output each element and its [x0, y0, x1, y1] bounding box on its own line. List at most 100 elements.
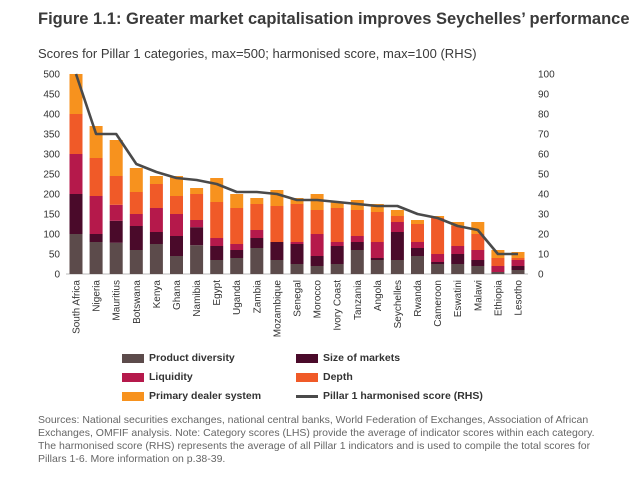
bar-size-of-markets — [89, 234, 103, 242]
bar-size-of-markets — [210, 246, 224, 260]
y-left-tick-label: 300 — [43, 150, 60, 161]
bar-primary-dealer-system — [471, 222, 485, 234]
bar-depth — [69, 114, 83, 154]
y-right-tick-label: 40 — [538, 190, 550, 201]
y-right-tick-label: 50 — [538, 170, 550, 181]
bar-size-of-markets — [250, 238, 264, 248]
bar-liquidity — [129, 214, 143, 226]
y-right-tick-label: 0 — [538, 270, 544, 281]
legend-label: Pillar 1 harmonised score (RHS) — [323, 390, 483, 402]
bar-product-diversity — [210, 260, 224, 274]
bar-depth — [149, 184, 163, 208]
bar-liquidity — [109, 204, 123, 221]
legend-item-pillar-1-harmonised-score-rhs: Pillar 1 harmonised score (RHS) — [296, 390, 483, 402]
bar-depth — [431, 218, 445, 254]
x-tick-label: Ghana — [172, 280, 183, 310]
bar-primary-dealer-system — [310, 194, 324, 210]
x-tick-label: Ivory Coast — [333, 280, 344, 331]
legend-item-product-diversity: Product diversity — [122, 352, 235, 364]
x-tick-label: Morocco — [313, 280, 324, 319]
bar-liquidity — [431, 254, 445, 262]
bar-depth — [330, 208, 344, 242]
bar-depth — [210, 202, 224, 238]
bar-primary-dealer-system — [250, 198, 264, 204]
bar-depth — [170, 196, 183, 214]
bar-liquidity — [330, 242, 344, 246]
bar-liquidity — [411, 242, 424, 248]
bar-product-diversity — [310, 266, 324, 274]
bar-product-diversity — [109, 242, 123, 274]
x-tick-label: Kenya — [152, 280, 163, 309]
x-tick-label: Angola — [373, 280, 384, 312]
bar-size-of-markets — [170, 236, 183, 256]
bar-depth — [390, 216, 404, 222]
y-left-tick-label: 0 — [54, 270, 60, 281]
bar-depth — [89, 158, 103, 196]
legend-label: Liquidity — [149, 371, 193, 383]
bar-product-diversity — [330, 264, 344, 274]
chart: 0 50 100 150 200 250 300 350 400 450 500 0 10 20 30 40 5… — [43, 70, 555, 338]
bar-depth — [370, 212, 384, 242]
y-left-tick-label: 250 — [43, 170, 60, 181]
line-pillar-1-harmonised-score-rhs — [74, 73, 518, 256]
bar-product-diversity — [69, 234, 83, 274]
bar-liquidity — [451, 246, 465, 254]
legend-swatch — [296, 372, 318, 382]
x-tick-label: Namibia — [192, 280, 203, 317]
bar-size-of-markets — [431, 262, 445, 264]
bar-size-of-markets — [370, 258, 384, 260]
bar-depth — [109, 176, 123, 205]
legend-swatch — [296, 353, 318, 363]
x-tick-label: Eswatini — [453, 280, 464, 317]
legend-label: Size of markets — [323, 352, 401, 364]
bar-product-diversity — [471, 266, 485, 274]
figure-title: Figure 1.1: Greater market capitalisatio… — [38, 10, 630, 28]
bar-size-of-markets — [310, 256, 324, 266]
bar-size-of-markets — [190, 227, 204, 246]
bar-primary-dealer-system — [170, 176, 183, 196]
bar-product-diversity — [390, 260, 404, 274]
bar-liquidity — [370, 242, 384, 258]
bar-liquidity — [350, 236, 364, 242]
bar-depth — [511, 258, 525, 260]
legend-item-primary-dealer-system: Primary dealer system — [122, 390, 261, 402]
bar-size-of-markets — [290, 244, 304, 264]
x-tick-label: Botswana — [132, 280, 143, 324]
x-tick-label: Mozambique — [272, 280, 283, 338]
y-left-tick-label: 200 — [43, 190, 60, 201]
bar-product-diversity — [170, 256, 183, 274]
bar-product-diversity — [89, 242, 103, 274]
legend-swatch — [122, 353, 144, 363]
legend-swatch — [296, 394, 318, 398]
bar-primary-dealer-system — [69, 74, 83, 114]
legend-swatch — [122, 391, 144, 401]
y-left-tick-label: 50 — [49, 250, 61, 261]
bar-primary-dealer-system — [149, 176, 163, 184]
y-right-tick-label: 80 — [538, 110, 550, 121]
bar-product-diversity — [350, 250, 364, 274]
bar-product-diversity — [431, 264, 445, 274]
bar-liquidity — [310, 234, 324, 256]
bar-liquidity — [471, 250, 485, 260]
bar-size-of-markets — [270, 242, 284, 260]
bar-depth — [190, 194, 204, 220]
bar-size-of-markets — [330, 246, 344, 264]
bar-product-diversity — [491, 272, 505, 274]
source-note: Sources: National securities exchanges, … — [38, 414, 595, 465]
bar-liquidity — [69, 154, 83, 194]
legend-item-liquidity: Liquidity — [122, 371, 193, 383]
bar-size-of-markets — [451, 254, 465, 264]
bar-depth — [310, 210, 324, 234]
x-tick-label: Rwanda — [413, 280, 424, 317]
bar-depth — [129, 192, 143, 214]
bar-size-of-markets — [511, 266, 525, 270]
bar-size-of-markets — [149, 232, 163, 244]
legend-item-size-of-markets: Size of markets — [296, 352, 400, 364]
bar-product-diversity — [250, 248, 264, 274]
bar-depth — [250, 204, 264, 230]
y-right-tick-label: 10 — [538, 250, 550, 261]
bar-primary-dealer-system — [390, 210, 404, 216]
x-tick-label: Mauritius — [112, 280, 123, 321]
y-right-tick-label: 20 — [538, 230, 550, 241]
bar-liquidity — [89, 196, 103, 234]
